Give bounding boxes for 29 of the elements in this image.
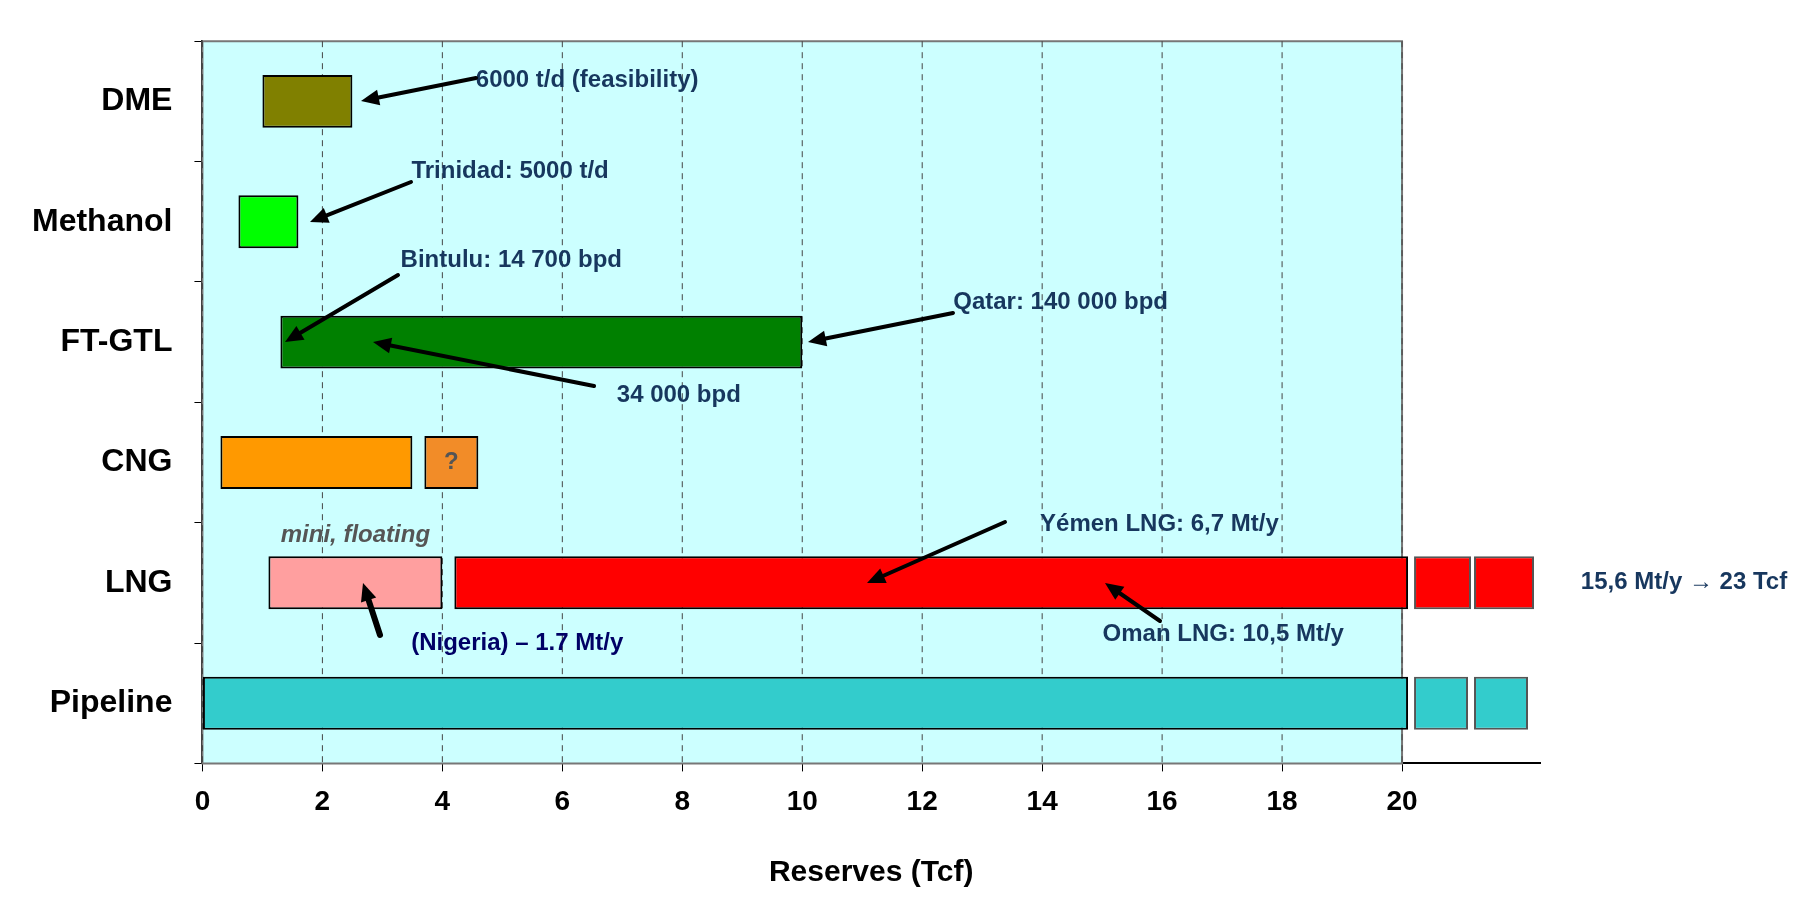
annotation: Oman LNG: 10,5 Mt/y xyxy=(1102,619,1345,647)
x-tick-label: 0 xyxy=(194,784,211,816)
annotation: 6000 t/d (feasibility) xyxy=(475,65,699,93)
y-tick-label: Pipeline xyxy=(49,683,173,720)
annotation: 34 000 bpd xyxy=(616,379,741,407)
x-tick-label: 18 xyxy=(1266,784,1298,816)
annotation: Yémen LNG: 6,7 Mt/y xyxy=(1040,509,1280,537)
x-tick-label: 2 xyxy=(314,784,331,816)
y-tick-label: CNG xyxy=(101,442,173,479)
annotation: Trinidad: 5000 t/d xyxy=(411,156,609,184)
annotation: mini, floating xyxy=(280,520,431,548)
x-tick-label: 12 xyxy=(906,784,938,816)
x-tick-label: 10 xyxy=(786,784,818,816)
text: 15,6 Mt/y → 23 Tcf xyxy=(1580,567,1789,595)
x-tick-label: 20 xyxy=(1386,784,1418,816)
annotation: Bintulu: 14 700 bpd xyxy=(400,244,622,272)
annotation: Qatar: 140 000 bpd xyxy=(953,286,1169,314)
x-tick-label: 8 xyxy=(674,784,691,816)
x-tick-label: 4 xyxy=(434,784,451,816)
y-tick-label: DME xyxy=(101,81,173,118)
x-tick-label: 16 xyxy=(1146,784,1178,816)
x-tick-label: 6 xyxy=(554,784,571,816)
annotation: (Nigeria) – 1.7 Mt/y xyxy=(411,628,624,656)
y-tick-label: LNG xyxy=(104,562,173,599)
x-axis-title: Reserves (Tcf) xyxy=(768,854,974,888)
x-tick-label: 14 xyxy=(1026,784,1059,816)
annotation: ? xyxy=(444,447,459,475)
y-tick-label: FT-GTL xyxy=(60,321,173,358)
y-tick-label: Methanol xyxy=(32,201,173,238)
